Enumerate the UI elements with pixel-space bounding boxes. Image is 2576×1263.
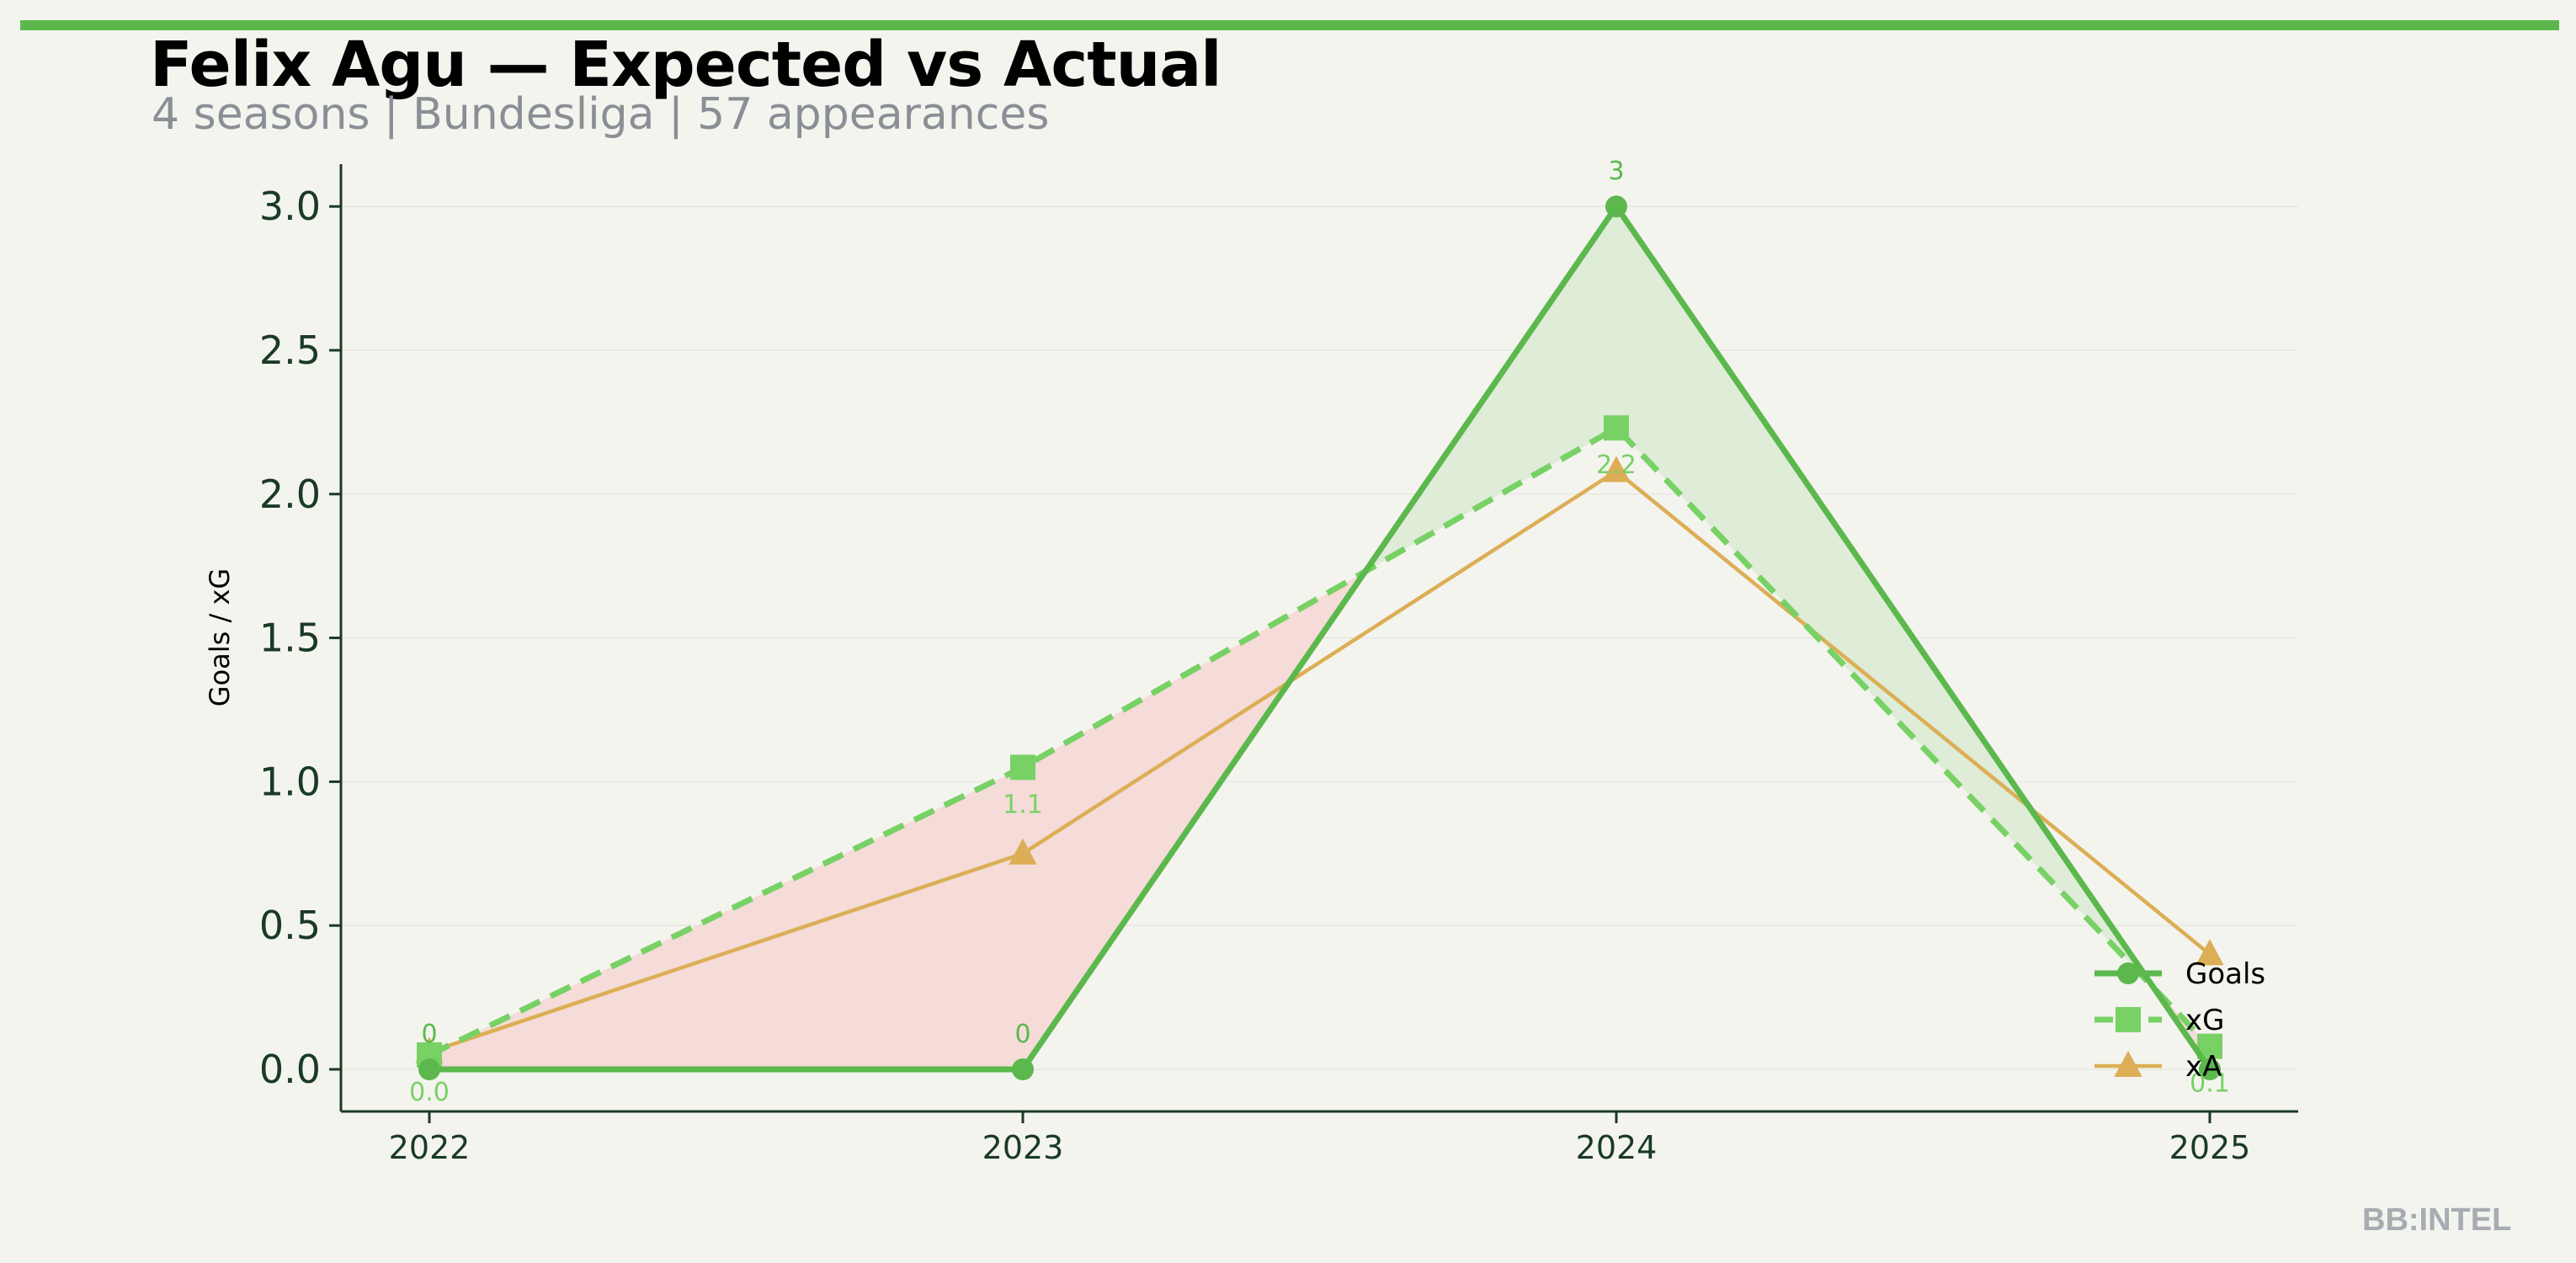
legend: Goals xG xA [2094, 957, 2265, 1084]
series-line-goals [429, 203, 2212, 1073]
point-goals [418, 1058, 440, 1080]
x-tick-label: 2025 [2169, 1129, 2251, 1166]
x-tick-label: 2023 [982, 1129, 1064, 1166]
point-goals [1605, 195, 1627, 218]
y-tick-label: 3.0 [259, 184, 321, 229]
y-axis-label: Goals / xG [204, 568, 236, 706]
axes: 0.0 0.5 1.0 1.5 2.0 2.5 3.0 2022 2023 2024 2025 Goa… [204, 164, 2298, 1166]
y-tick-label: 0.0 [259, 1047, 321, 1092]
underperformance-fill [429, 571, 1365, 1069]
y-tick-label: 2.0 [259, 472, 321, 517]
series-line-xg [428, 424, 2212, 1058]
legend-label-goals: Goals [2185, 957, 2265, 991]
x-tick-label: 2024 [1576, 1129, 1658, 1166]
data-label-xg: 1.1 [1003, 790, 1043, 819]
data-label-xg: 0.0 [409, 1078, 450, 1107]
y-tick-label: 1.5 [259, 616, 321, 661]
y-tick-label: 0.5 [259, 903, 321, 948]
point-xa [1602, 456, 1631, 482]
data-label-goals: 3 [1608, 157, 1624, 186]
series-group [415, 195, 2224, 1080]
brand-watermark: BB:INTEL [2362, 1202, 2512, 1238]
legend-marker-xg [2116, 1007, 2141, 1032]
legend-marker-xa [2114, 1050, 2142, 1077]
data-labels: 0 0 3 0.0 1.1 2.2 0.1 [409, 157, 2230, 1107]
data-label-xg: 2.2 [1596, 450, 1637, 480]
legend-label-xg: xG [2185, 1004, 2224, 1037]
y-tick-label: 1.0 [259, 759, 321, 804]
legend-label-xa: xA [2185, 1050, 2222, 1084]
data-label-goals: 0 [421, 1020, 437, 1049]
data-label-goals: 0 [1014, 1020, 1030, 1049]
x-tick-label: 2022 [389, 1129, 471, 1166]
point-xa [1009, 838, 1037, 865]
point-goals [1012, 1058, 1034, 1080]
accent-bar [20, 20, 2559, 30]
page-title: Felix Agu — Expected vs Actual [150, 29, 1222, 101]
point-goals [2199, 1058, 2221, 1080]
y-tick-label: 2.5 [259, 328, 321, 373]
data-label-xg: 0.1 [2190, 1069, 2230, 1099]
legend-marker-goals [2117, 962, 2139, 984]
overperformance-fill [1365, 206, 2154, 989]
series-line-xa [428, 469, 2211, 1054]
point-xa [2195, 939, 2224, 966]
point-xg [1010, 754, 1035, 781]
point-xg [1604, 415, 1629, 441]
page-subtitle: 4 seasons | Bundesliga | 57 appearances [152, 89, 1050, 140]
